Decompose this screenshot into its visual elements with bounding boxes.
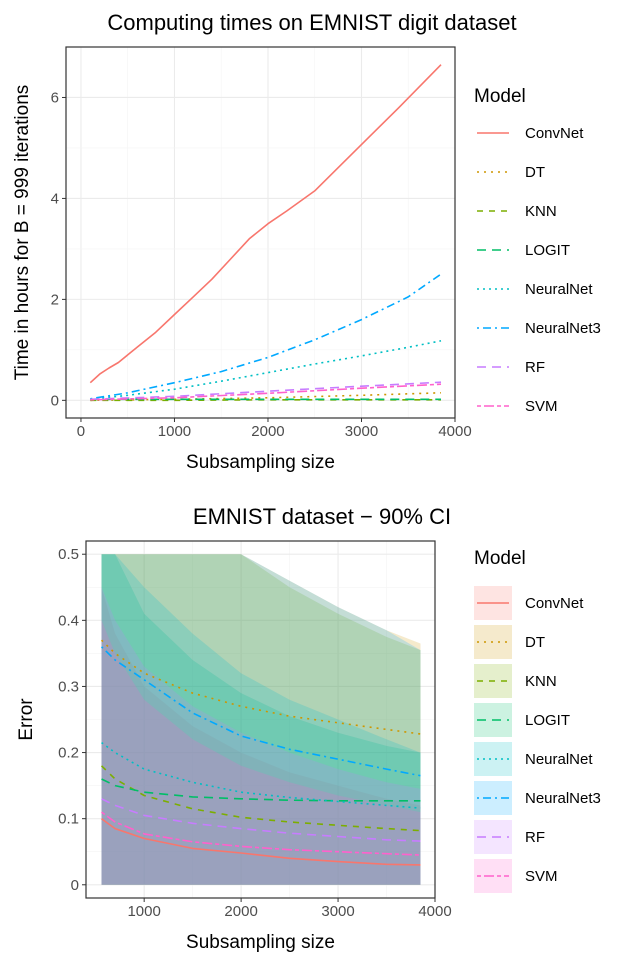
panel-border — [65, 46, 456, 419]
x-tick-label: 1000 — [127, 903, 160, 920]
legend-key-fill — [474, 742, 512, 776]
ci-band-neuralnet3 — [101, 554, 421, 885]
series-line-svm — [101, 811, 421, 856]
series-line-logit — [101, 778, 421, 802]
legend-item-logit: LOGIT — [477, 242, 570, 259]
legend-title: Model — [474, 548, 526, 569]
legend: Model ConvNet DT KNN LOGIT NeuralNet NeuralNet… — [474, 548, 601, 893]
y-tick-label: 0.1 — [58, 811, 79, 828]
chart-title: EMNIST dataset − 90% CI — [193, 504, 451, 529]
series-line-neuralnet — [90, 340, 442, 401]
legend-label: ConvNet — [525, 595, 584, 612]
series-line-dt — [100, 639, 421, 735]
x-tick-label: 4000 — [438, 423, 471, 440]
legend-item-neuralnet3: NeuralNet3 — [474, 781, 601, 815]
series-line-dt — [90, 392, 442, 402]
gridlines — [66, 47, 456, 418]
ci-band-convnet — [101, 587, 421, 885]
legend-title: Model — [474, 86, 526, 107]
legend-label: ConvNet — [525, 125, 584, 142]
legend-item-knn: KNN — [477, 203, 557, 220]
series-line-neuralnet — [101, 741, 421, 809]
legend-item-logit: LOGIT — [474, 703, 570, 737]
panel-border — [85, 540, 436, 899]
ci-band-rf — [101, 587, 421, 885]
y-tick-label: 0.2 — [58, 745, 79, 762]
legend-label: NeuralNet — [525, 281, 593, 298]
y-axis-label: Time in hours for B = 999 iterations — [12, 85, 33, 381]
series-line-convnet — [101, 818, 421, 866]
legend-label: SVM — [525, 398, 558, 415]
series-line-convnet — [89, 64, 442, 384]
data-layer — [89, 64, 442, 402]
x-tick-label: 3000 — [345, 423, 378, 440]
legend-item-neuralnet: NeuralNet — [477, 281, 593, 298]
series-line-knn — [100, 765, 421, 832]
legend-item-knn: KNN — [474, 664, 557, 698]
x-tick-label: 1000 — [158, 423, 191, 440]
legend-label: KNN — [525, 673, 557, 690]
chart-panel-1: 0 1000 2000 3000 4000 0 2 4 6 Computing times on … — [12, 10, 601, 473]
ci-band-dt — [101, 554, 421, 885]
x-axis-label: Subsampling size — [186, 932, 335, 953]
series-line-svm — [90, 383, 442, 401]
legend-label: DT — [525, 634, 545, 651]
legend-item-svm: SVM — [474, 859, 558, 893]
legend-item-convnet: ConvNet — [477, 125, 584, 142]
y-tick-label: 0.5 — [58, 546, 79, 563]
gridlines — [86, 541, 436, 898]
legend-label: LOGIT — [525, 242, 570, 259]
y-tick-label: 0 — [51, 392, 59, 409]
legend-label: NeuralNet3 — [525, 790, 601, 807]
legend-item-neuralnet: NeuralNet — [474, 742, 593, 776]
y-tick-label: 0.3 — [58, 678, 79, 695]
legend-item-svm: SVM — [477, 398, 558, 415]
legend-label: DT — [525, 164, 545, 181]
ci-band-knn — [101, 554, 421, 885]
x-tick-label: 0 — [77, 423, 85, 440]
ci-band-svm — [101, 620, 421, 885]
y-tick-label: 0.4 — [58, 612, 79, 629]
legend-item-rf: RF — [477, 359, 545, 376]
legend-label: KNN — [525, 203, 557, 220]
y-tick-label: 0 — [71, 877, 79, 894]
y-axis-label: Error — [16, 698, 37, 741]
x-axis-label: Subsampling size — [186, 452, 335, 473]
x-tick-label: 2000 — [251, 423, 284, 440]
legend-item-neuralnet3: NeuralNet3 — [477, 320, 601, 337]
legend-item-dt: DT — [477, 164, 545, 181]
chart-title: Computing times on EMNIST digit dataset — [107, 10, 516, 35]
x-tick-label: 2000 — [224, 903, 257, 920]
legend-label: NeuralNet — [525, 751, 593, 768]
series-line-neuralnet3 — [100, 646, 421, 777]
legend-item-convnet: ConvNet — [474, 586, 584, 620]
x-tick-label: 4000 — [418, 903, 451, 920]
legend-item-dt: DT — [474, 625, 545, 659]
ci-band-logit — [101, 554, 421, 885]
legend-label: LOGIT — [525, 712, 570, 729]
legend-label: SVM — [525, 868, 558, 885]
y-tick-label: 6 — [51, 89, 59, 106]
series-line-rf — [101, 798, 421, 842]
legend-label: RF — [525, 359, 545, 376]
ci-band-neuralnet — [101, 554, 421, 885]
y-tick-label: 2 — [51, 291, 59, 308]
legend-label: NeuralNet3 — [525, 320, 601, 337]
series-line-neuralnet3 — [90, 273, 442, 400]
x-tick-label: 3000 — [321, 903, 354, 920]
chart-panel-2: 1000 2000 3000 4000 0 0.1 0.2 0.3 0.4 0.5 EMNIST d… — [16, 504, 601, 953]
y-tick-label: 4 — [51, 190, 59, 207]
legend-label: RF — [525, 829, 545, 846]
plot-background — [66, 47, 455, 418]
legend: Model ConvNet DT KNN LOGIT NeuralNet NeuralNet… — [474, 86, 601, 415]
legend-item-rf: RF — [474, 820, 545, 854]
data-layer — [100, 554, 421, 885]
